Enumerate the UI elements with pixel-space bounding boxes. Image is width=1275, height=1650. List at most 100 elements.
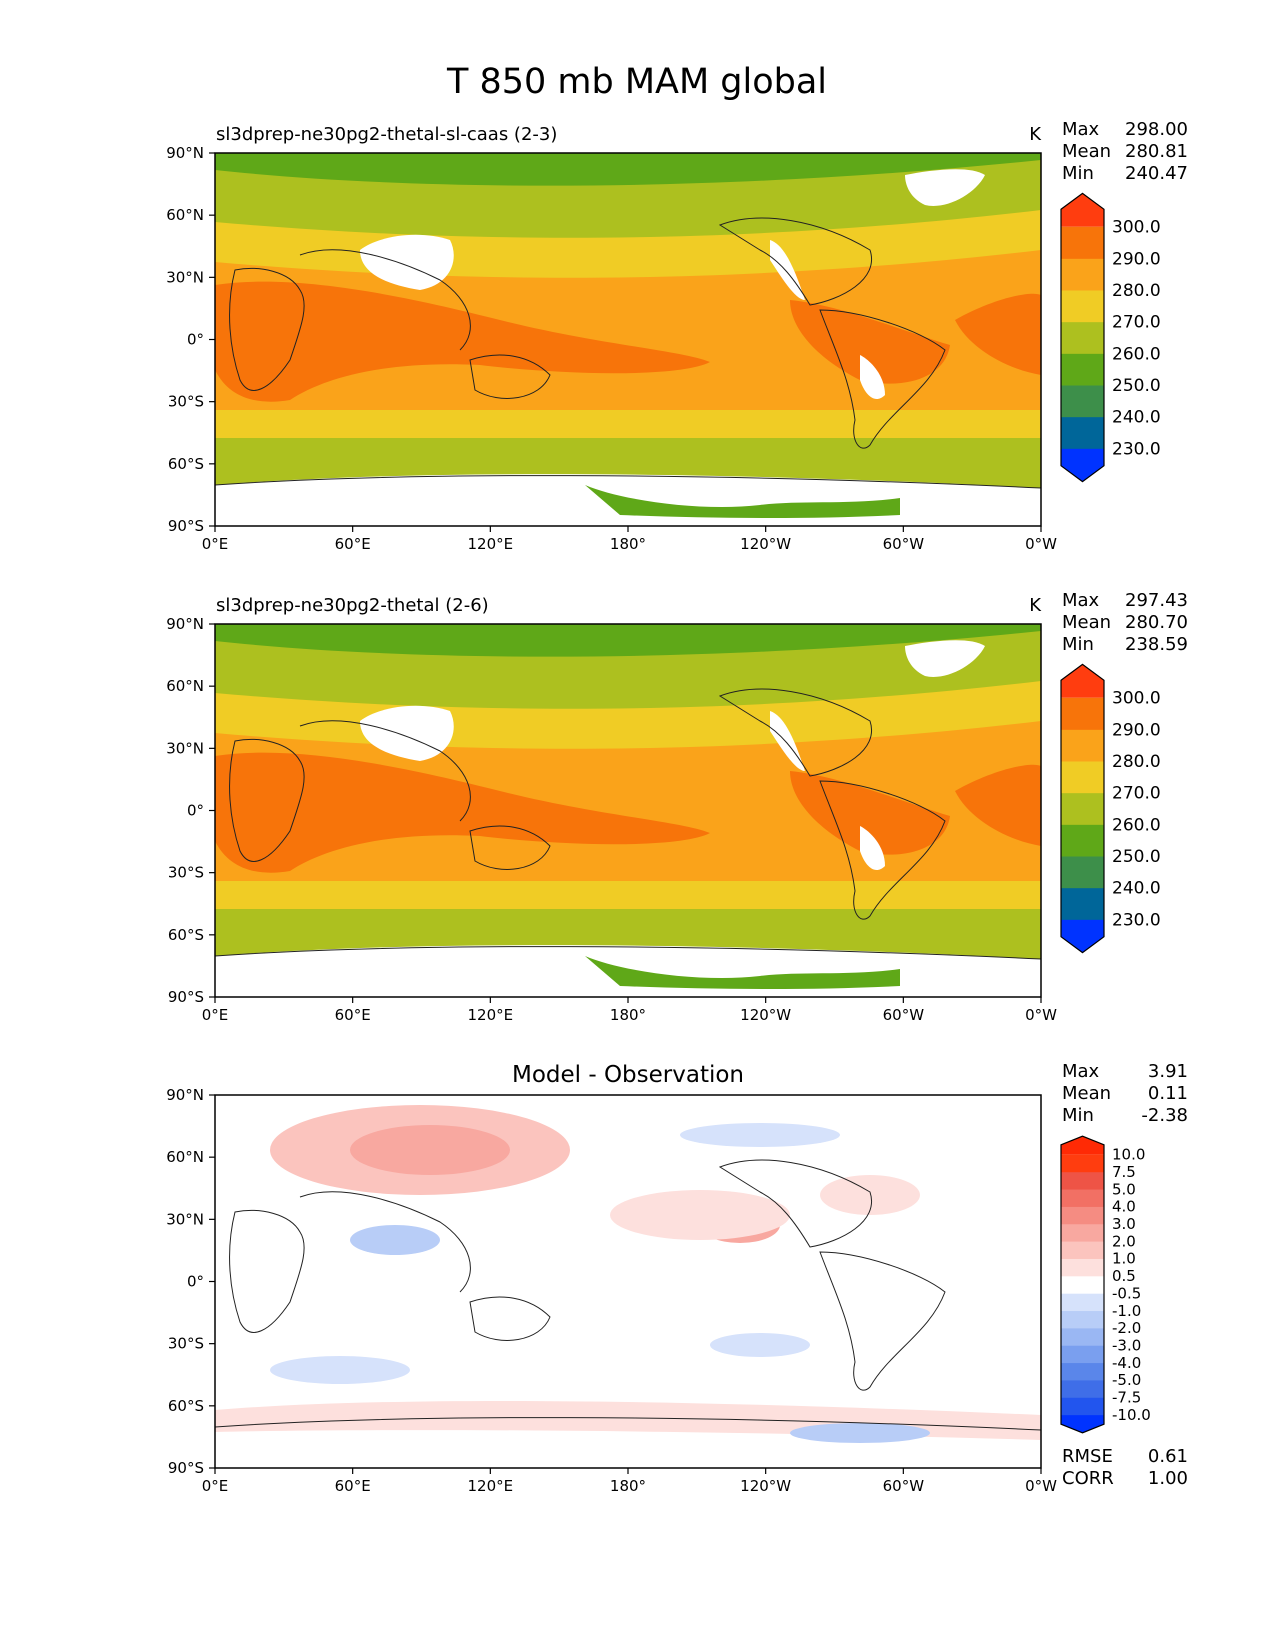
colorbar-label: 270.0	[1112, 784, 1161, 804]
warm-anomaly-pacific-halo	[610, 1190, 790, 1240]
warm-region-south-america	[790, 771, 950, 855]
colorbar-outline	[1060, 663, 1105, 954]
x-tick-label: 120°E	[468, 535, 514, 553]
colorbar-label: -2.0	[1112, 1319, 1141, 1337]
panel-reference-model: sl3dprep-ne30pg2-thetal (2-6) K Max 297.…	[166, 590, 1188, 1024]
colorbar-label: -1.0	[1112, 1302, 1141, 1320]
stat-value: 238.59	[1125, 634, 1188, 655]
warm-region-atlantic	[955, 293, 1041, 375]
rockies-mask	[770, 711, 805, 771]
stat-value: 240.47	[1125, 163, 1188, 184]
colorbar-segment	[1061, 385, 1104, 418]
x-tick-label: 0°W	[1025, 1477, 1057, 1495]
colorbar-outline	[1060, 1135, 1105, 1434]
colorbar-label: 300.0	[1112, 689, 1161, 709]
x-tick-label: 60°E	[335, 1006, 371, 1024]
colorbar-segment	[1061, 887, 1104, 920]
tibet-mask	[360, 705, 454, 761]
colorbar-label: 250.0	[1112, 376, 1161, 396]
colorbar-segment	[1061, 1345, 1104, 1364]
stat-value: 280.81	[1125, 141, 1188, 162]
x-tick-label: 120°E	[468, 1006, 514, 1024]
x-tick-label: 0°E	[202, 535, 229, 553]
greenland-mask	[905, 640, 985, 677]
colorbar-label: 260.0	[1112, 344, 1161, 364]
colorbar-label: 7.5	[1112, 1163, 1136, 1181]
x-tick-label: 120°W	[740, 1477, 791, 1495]
colorbar-segment	[1061, 729, 1104, 762]
axes: 0°E 60°E 120°E 180° 120°W 60°W 0°W 90°N 60°N 30°N…	[166, 1086, 1057, 1495]
colorbar-label: 270.0	[1112, 313, 1161, 333]
colorbar-segment	[1061, 448, 1104, 482]
colorbar-segment	[1061, 193, 1104, 227]
stat-value: 3.91	[1148, 1061, 1188, 1082]
y-tick-label: 0°	[187, 331, 204, 349]
figure-title: T 850 mb MAM global	[446, 62, 827, 102]
colorbar-segment	[1061, 919, 1104, 953]
stat-label: Max	[1062, 119, 1100, 140]
colorbar-label: 260.0	[1112, 815, 1161, 835]
x-tick-label: 0°W	[1025, 535, 1057, 553]
rockies-mask	[770, 240, 805, 300]
y-tick-label: 30°S	[168, 864, 204, 882]
antarctic-shelf	[585, 956, 900, 990]
panel-subtitle: sl3dprep-ne30pg2-thetal-sl-caas (2-3)	[216, 124, 557, 145]
panel-title: Model - Observation	[512, 1062, 744, 1088]
colorbar-segment	[1061, 1310, 1104, 1329]
x-tick-label: 120°W	[740, 1006, 791, 1024]
stat-label: Min	[1062, 634, 1094, 655]
colorbar-segment	[1061, 1379, 1104, 1398]
stats-block: Max 298.00 Mean 280.81 Min 240.47	[1062, 119, 1188, 184]
colorbar-segment	[1061, 1154, 1104, 1173]
colorbar-label: -3.0	[1112, 1336, 1141, 1354]
x-tick-label: 60°E	[335, 535, 371, 553]
warm-region-south-america	[790, 300, 950, 384]
panel-subtitle: sl3dprep-ne30pg2-thetal (2-6)	[216, 595, 489, 616]
colorbar: 300.0 290.0 280.0 270.0 260.0 250.0 240.0 230.0	[1060, 192, 1161, 483]
x-tick-label: 180°	[610, 535, 646, 553]
difference-field	[215, 1095, 1041, 1468]
colorbar-label: 4.0	[1112, 1198, 1136, 1216]
andes-mask	[860, 355, 885, 400]
y-tick-label: 90°N	[166, 1086, 204, 1104]
panel-difference: Model - Observation Max 3.91 Mean 0.11 M…	[166, 1061, 1188, 1495]
colorbar-label: -7.5	[1112, 1389, 1141, 1407]
y-tick-label: 30°N	[166, 1210, 204, 1228]
colorbar-label: 10.0	[1112, 1146, 1145, 1164]
stat-value: 297.43	[1125, 590, 1188, 611]
colorbar-segment	[1061, 416, 1104, 449]
colorbar-segment	[1061, 761, 1104, 794]
greenland-mask	[905, 169, 985, 206]
colorbar-segment	[1061, 1397, 1104, 1416]
colorbar-segment	[1061, 856, 1104, 889]
y-tick-label: 30°N	[166, 268, 204, 286]
warm-anomaly-north-america	[820, 1175, 920, 1215]
y-tick-label: 60°S	[168, 926, 204, 944]
colorbar-segment	[1061, 258, 1104, 291]
y-tick-label: 90°S	[168, 1459, 204, 1477]
colorbar-segment	[1061, 697, 1104, 730]
stat-label: Mean	[1062, 141, 1111, 162]
panel-test-model: sl3dprep-ne30pg2-thetal-sl-caas (2-3) K …	[166, 119, 1188, 553]
cool-anomaly-arctic	[680, 1123, 840, 1147]
colorbar-segment	[1061, 321, 1104, 354]
colorbar-segment	[1061, 1327, 1104, 1346]
y-tick-label: 30°S	[168, 393, 204, 411]
y-tick-label: 90°N	[166, 144, 204, 162]
axes: 0°E 60°E 120°E 180° 120°W 60°W 0°W 90°N 60°N 30°N…	[166, 615, 1057, 1024]
colorbar-segment	[1061, 226, 1104, 259]
colorbar-segment	[1061, 792, 1104, 825]
coastlines	[215, 1159, 1041, 1431]
temperature-field	[215, 624, 1041, 997]
colorbar-label: -4.0	[1112, 1354, 1141, 1372]
colorbar-label: 2.0	[1112, 1232, 1136, 1250]
colorbar-label: 290.0	[1112, 249, 1161, 269]
colorbar-segment	[1061, 1258, 1104, 1277]
stat-label: Max	[1062, 1061, 1100, 1082]
colorbar-label: 5.0	[1112, 1180, 1136, 1198]
colorbar: 300.0 290.0 280.0 270.0 260.0 250.0 240.0 230.0	[1060, 663, 1161, 954]
x-tick-label: 0°E	[202, 1006, 229, 1024]
colorbar-label: 240.0	[1112, 408, 1161, 428]
colorbar-label: -5.0	[1112, 1371, 1141, 1389]
